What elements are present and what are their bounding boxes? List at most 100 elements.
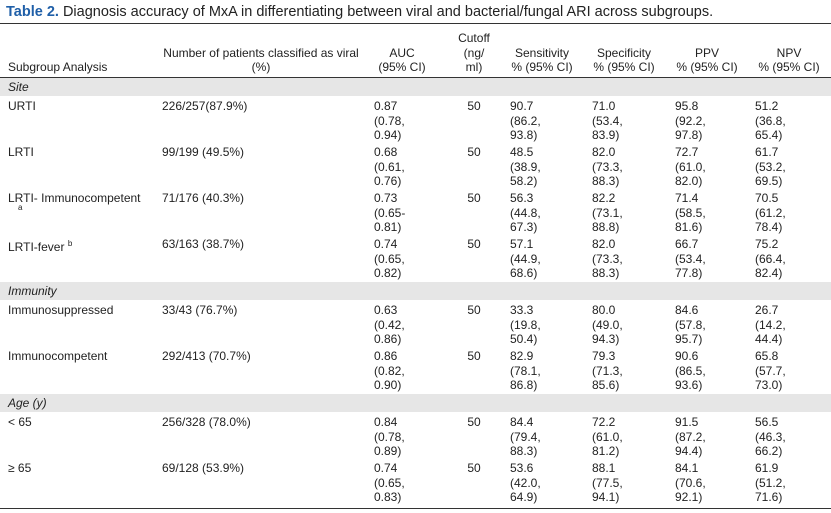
cell-text: 66.7 bbox=[675, 237, 699, 251]
cell-text: 226/257(87.9%) bbox=[162, 99, 248, 113]
header-text: Cutoff bbox=[458, 31, 490, 45]
cell-text: 94.1) bbox=[592, 490, 620, 504]
cell-text: 82.0 bbox=[592, 237, 616, 251]
cell-text: 50 bbox=[467, 303, 481, 317]
cell-text: 79.3 bbox=[592, 349, 616, 363]
cell-text: 53.6 bbox=[510, 461, 534, 475]
cell-text: 65.4) bbox=[755, 128, 783, 142]
cell-text: 0.84 bbox=[374, 415, 398, 429]
row-label: Immunosuppressed bbox=[8, 303, 114, 317]
cell-text: (73.3, bbox=[592, 251, 623, 266]
cell-text: 51.2 bbox=[755, 99, 779, 113]
cell-text: (57.8, bbox=[675, 317, 706, 332]
cell-text: 56.3 bbox=[510, 191, 534, 205]
header-text: % (95% CI) bbox=[758, 60, 820, 74]
cell-text: (78.1, bbox=[510, 363, 541, 378]
cell-text: 0.94) bbox=[374, 128, 402, 142]
section-band bbox=[0, 394, 831, 412]
cell-text: (53.4, bbox=[675, 251, 706, 266]
cell-text: 67.3) bbox=[510, 220, 538, 234]
cell-text: 50 bbox=[467, 99, 481, 113]
cell-text: 82.0 bbox=[592, 145, 616, 159]
cell-text: (53.4, bbox=[592, 113, 623, 128]
cell-text: (73.1, bbox=[592, 205, 623, 220]
cell-text: 256/328 (78.0%) bbox=[162, 415, 251, 429]
cell-text: 90.7 bbox=[510, 99, 534, 113]
cell-text: 0.76) bbox=[374, 174, 402, 188]
cell-text: (61.0, bbox=[592, 429, 623, 444]
table-caption: Diagnosis accuracy of MxA in differentia… bbox=[62, 4, 714, 20]
row-label: LRTI-fever b bbox=[8, 239, 73, 254]
cell-text: 88.3) bbox=[592, 174, 620, 188]
cell-text: (0.61, bbox=[374, 159, 405, 174]
cell-text: 64.9) bbox=[510, 490, 538, 504]
header-text: (ng/ bbox=[463, 45, 485, 60]
row-label: Immunocompetent bbox=[8, 349, 108, 363]
bottom-rule bbox=[0, 508, 831, 509]
cell-text: 71/176 (40.3%) bbox=[162, 191, 245, 205]
cell-text: 0.82) bbox=[374, 266, 402, 280]
cell-text: 50 bbox=[467, 191, 481, 205]
cell-text: (77.5, bbox=[592, 475, 623, 490]
cell-text: 68.6) bbox=[510, 266, 538, 280]
cell-text: 78.4) bbox=[755, 220, 783, 234]
section-band bbox=[0, 282, 831, 300]
cell-text: 50 bbox=[467, 415, 481, 429]
row-label: URTI bbox=[8, 99, 36, 113]
cell-text: 63/163 (38.7%) bbox=[162, 237, 245, 251]
cell-text: 0.86) bbox=[374, 332, 402, 346]
cell-text: 81.6) bbox=[675, 220, 703, 234]
cell-text: 0.83) bbox=[374, 490, 402, 504]
cell-text: (0.78, bbox=[374, 429, 405, 444]
header-text: PPV bbox=[694, 45, 720, 60]
cell-text: 84.4 bbox=[510, 415, 534, 429]
cell-text: 0.74 bbox=[374, 237, 398, 251]
cell-text: 82.0) bbox=[675, 174, 703, 188]
cell-text: 81.2) bbox=[592, 444, 620, 458]
cell-text: 82.4) bbox=[755, 266, 783, 280]
header-text: Subgroup Analysis bbox=[8, 60, 108, 74]
cell-text: 77.8) bbox=[675, 266, 703, 280]
cell-text: 48.5 bbox=[510, 145, 534, 159]
cell-text: (70.6, bbox=[675, 475, 706, 490]
cell-text: (66.4, bbox=[755, 251, 786, 266]
cell-text: (53.2, bbox=[755, 159, 786, 174]
cell-text: 94.4) bbox=[675, 444, 703, 458]
cell-text: (79.4, bbox=[510, 429, 541, 444]
header-text: Number of patients classified as viral bbox=[163, 45, 359, 60]
header-text: ml) bbox=[465, 60, 483, 74]
cell-text: (0.65, bbox=[374, 475, 405, 490]
cell-text: 0.63 bbox=[374, 303, 398, 317]
cell-text: (44.9, bbox=[510, 251, 541, 266]
header-text: AUC bbox=[389, 45, 415, 60]
header-text: Sensitivity bbox=[514, 45, 570, 60]
section-title: Immunity bbox=[8, 284, 57, 298]
cell-text: 95.7) bbox=[675, 332, 703, 346]
cell-text: (0.42, bbox=[374, 317, 405, 332]
cell-text: 72.2 bbox=[592, 415, 616, 429]
cell-text: 57.1 bbox=[510, 237, 534, 251]
cell-text: 50 bbox=[467, 349, 481, 363]
cell-text: (0.65- bbox=[374, 205, 406, 220]
cell-text: 0.86 bbox=[374, 349, 398, 363]
cell-text: 93.8) bbox=[510, 128, 538, 142]
cell-text: 71.4 bbox=[675, 191, 699, 205]
cell-text: 72.7 bbox=[675, 145, 699, 159]
cell-text: (46.3, bbox=[755, 429, 786, 444]
cell-text: 94.3) bbox=[592, 332, 620, 346]
cell-text: (42.0, bbox=[510, 475, 541, 490]
cell-text: 44.4) bbox=[755, 332, 783, 346]
cell-text: (92.2, bbox=[675, 113, 706, 128]
cell-text: 33.3 bbox=[510, 303, 534, 317]
cell-text: 26.7 bbox=[755, 303, 779, 317]
cell-text: (71.3, bbox=[592, 363, 623, 378]
cell-text: 82.2 bbox=[592, 191, 616, 205]
cell-text: 71.0 bbox=[592, 99, 616, 113]
cell-text: (49.0, bbox=[592, 317, 623, 332]
cell-text: 85.6) bbox=[592, 378, 620, 392]
header-text: % (95% CI) bbox=[593, 60, 655, 74]
cell-text: 97.8) bbox=[675, 128, 703, 142]
cell-text: 83.9) bbox=[592, 128, 620, 142]
cell-text: 69.5) bbox=[755, 174, 783, 188]
